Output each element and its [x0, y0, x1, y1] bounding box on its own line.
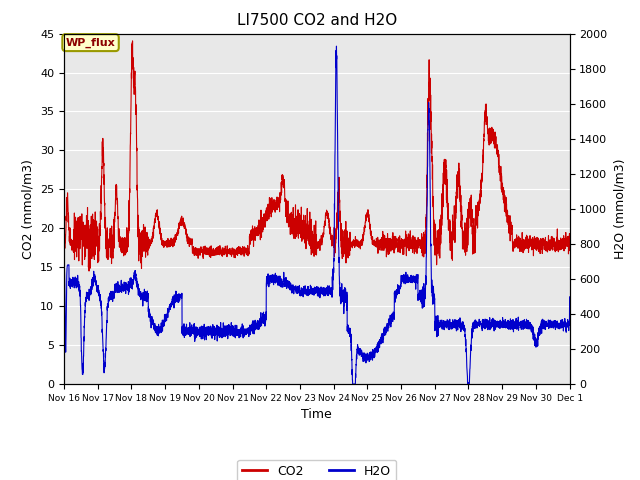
- X-axis label: Time: Time: [301, 408, 332, 421]
- Legend: CO2, H2O: CO2, H2O: [237, 460, 396, 480]
- Text: WP_flux: WP_flux: [66, 37, 115, 48]
- Y-axis label: H2O (mmol/m3): H2O (mmol/m3): [613, 158, 626, 259]
- Title: LI7500 CO2 and H2O: LI7500 CO2 and H2O: [237, 13, 397, 28]
- Y-axis label: CO2 (mmol/m3): CO2 (mmol/m3): [22, 159, 35, 259]
